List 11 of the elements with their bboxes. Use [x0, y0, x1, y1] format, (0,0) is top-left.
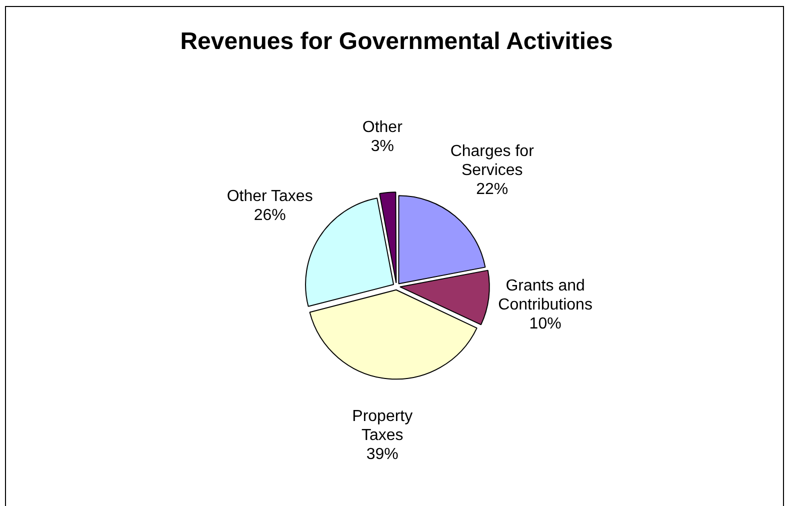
slice-label: Grants and Contributions [498, 278, 592, 314]
slice-label: Charges for Services [450, 143, 535, 180]
data-label: 10% [529, 316, 562, 333]
slice-label: Other [362, 118, 404, 136]
slice-label: Other Taxes [226, 188, 313, 205]
data-label: 39% [366, 446, 398, 464]
slice-label: Property Taxes [352, 408, 413, 444]
data-label: 22% [476, 181, 508, 198]
chart-title: Revenues for Governmental Activities [180, 28, 613, 56]
data-label: 26% [254, 206, 286, 224]
data-label: 3% [370, 138, 394, 155]
